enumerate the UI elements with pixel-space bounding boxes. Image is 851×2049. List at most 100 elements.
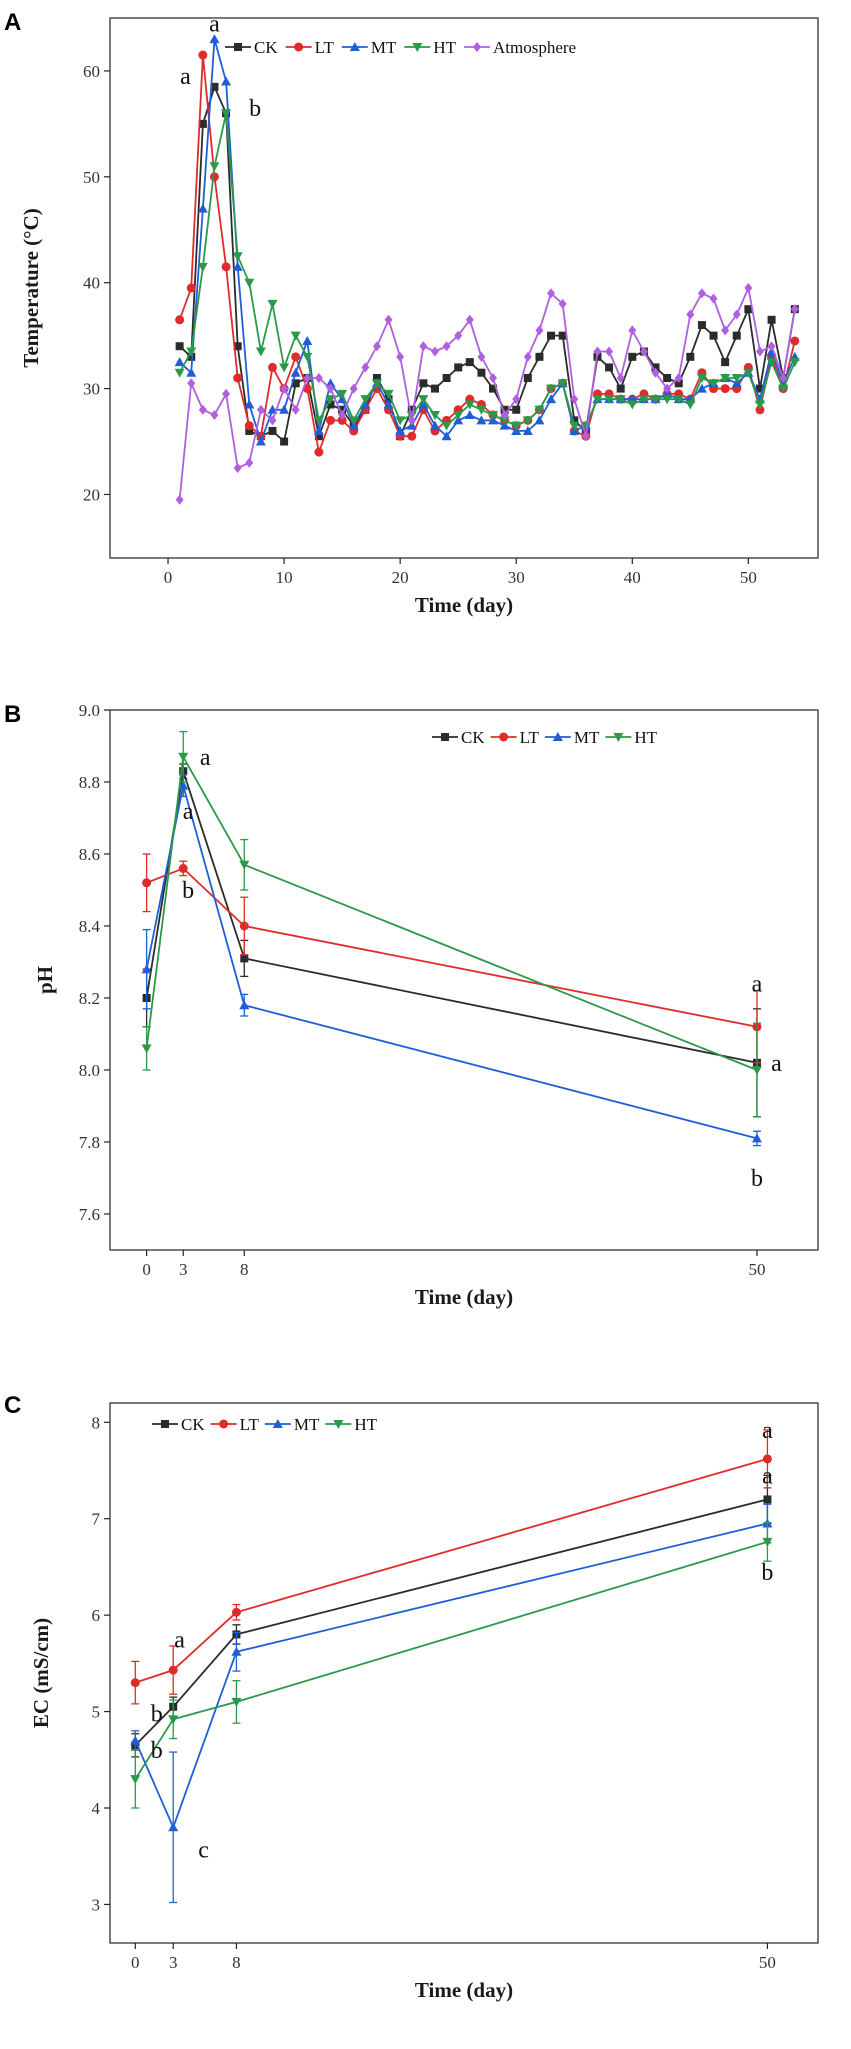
legend-marker (441, 733, 449, 741)
data-point (790, 336, 800, 346)
x-tick-label: 40 (624, 568, 641, 587)
data-point (291, 352, 301, 362)
legend-label-lt: LT (315, 38, 335, 57)
data-point (766, 358, 777, 368)
significance-letter: b (182, 878, 194, 904)
data-point (130, 1678, 140, 1688)
data-point (570, 416, 579, 425)
data-point (663, 383, 672, 394)
legend-marker (412, 43, 423, 52)
series-mt (141, 774, 762, 1147)
data-point (697, 288, 706, 299)
significance-letter: a (762, 1463, 773, 1489)
data-point (326, 400, 335, 409)
x-axis-title: Time (day) (415, 1285, 513, 1309)
data-point (767, 341, 776, 352)
data-point (244, 399, 255, 409)
data-point (255, 436, 266, 446)
significance-letter: a (200, 745, 211, 771)
panel-letter-c: C (4, 1392, 21, 1419)
data-point (384, 314, 393, 325)
data-point (767, 315, 776, 324)
data-point (605, 363, 614, 372)
data-point (371, 379, 382, 389)
x-tick-label: 50 (748, 1260, 765, 1279)
series-atmosphere (175, 283, 799, 505)
legend-marker (473, 42, 482, 52)
series-line-ht (145, 755, 758, 1071)
legend-marker (294, 42, 304, 52)
data-point (279, 363, 290, 373)
data-point (395, 416, 406, 426)
data-point (221, 109, 232, 119)
data-point (535, 325, 544, 336)
data-point (721, 325, 730, 336)
data-point (337, 415, 347, 425)
data-point (337, 389, 348, 399)
data-point (522, 416, 533, 426)
data-point (419, 341, 428, 352)
x-tick-label: 8 (240, 1260, 249, 1279)
y-tick-label: 60 (83, 62, 100, 81)
significance-letter: a (752, 972, 763, 998)
data-point (616, 373, 625, 383)
data-point (709, 293, 718, 304)
legend-label-lt: LT (240, 1415, 260, 1434)
data-point (130, 1735, 141, 1745)
data-point (231, 1646, 242, 1656)
y-tick-label: 50 (83, 168, 100, 187)
data-point (790, 304, 799, 315)
data-point (605, 346, 614, 357)
data-point (407, 431, 417, 441)
legend-label-ck: CK (461, 728, 485, 747)
series-lt (175, 50, 800, 457)
x-tick-label: 10 (276, 568, 293, 587)
data-point (570, 394, 579, 405)
data-point (313, 425, 324, 435)
data-point (751, 1133, 762, 1143)
data-point (789, 358, 800, 368)
data-point (168, 1822, 179, 1832)
y-tick-label: 3 (92, 1895, 101, 1914)
data-point (244, 278, 255, 288)
data-point (178, 780, 189, 790)
y-tick-label: 8.0 (79, 1061, 100, 1080)
x-tick-label: 3 (169, 1953, 178, 1972)
data-point (372, 374, 381, 382)
data-point (407, 405, 416, 414)
data-point (175, 315, 185, 325)
data-point (696, 383, 707, 393)
data-point (268, 415, 277, 426)
significance-letter: a (209, 11, 220, 37)
data-point (522, 425, 533, 435)
y-tick-label: 7.8 (79, 1133, 100, 1152)
significance-letter: b (249, 96, 261, 122)
significance-letter: b (151, 1738, 163, 1764)
data-point (302, 335, 313, 345)
data-point (464, 410, 475, 420)
data-point (488, 411, 499, 421)
x-axis-title: Time (day) (415, 593, 513, 617)
data-point (361, 362, 370, 373)
significance-letter: a (762, 1418, 773, 1444)
legend-marker (552, 732, 563, 741)
data-point (454, 330, 463, 341)
y-tick-label: 6 (92, 1606, 101, 1625)
data-point (569, 421, 580, 431)
series-line-lt (135, 1458, 768, 1684)
data-point (221, 76, 232, 86)
significance-letter: a (771, 1051, 782, 1077)
chart-ph: 0 3 8 50 7.6 7.8 8.0 8.2 8.4 8.6 8.8 9.0 Time (day) p… (33, 701, 819, 1309)
y-tick-label: 8 (92, 1413, 101, 1432)
data-point (616, 384, 625, 393)
data-point (697, 321, 706, 330)
data-point (732, 331, 741, 340)
data-point (453, 411, 464, 421)
significance-letter: a (180, 64, 191, 90)
series-ht (141, 730, 762, 1118)
data-point (511, 421, 522, 431)
data-point (267, 299, 278, 309)
series-line-mt (134, 1522, 768, 1829)
data-point (732, 309, 741, 320)
x-tick-label: 0 (131, 1953, 140, 1972)
